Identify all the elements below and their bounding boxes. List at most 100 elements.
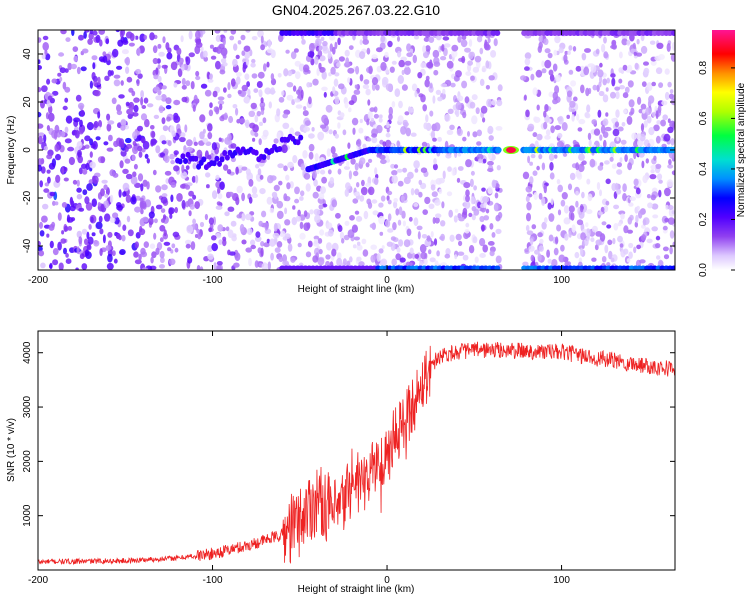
spectrogram-cell [479, 78, 485, 86]
spectrogram-cell [173, 150, 179, 156]
spectrogram-cell [308, 143, 315, 152]
spectrogram-cell [367, 201, 373, 209]
spectrogram-cell [229, 35, 235, 41]
spectrogram-cell [646, 238, 653, 244]
spectrogram-cell [626, 258, 631, 263]
spectrogram-cell [276, 210, 284, 220]
spectrogram-cell [250, 239, 256, 246]
spectrogram-cell [557, 184, 563, 193]
spectrogram-cell [217, 96, 225, 101]
spectrogram-cell [649, 174, 657, 180]
spectrogram-cell [567, 50, 571, 55]
spectrogram-cell [284, 207, 288, 215]
spectrogram-cell [358, 261, 365, 267]
spectrogram-cell [525, 109, 530, 118]
spectrogram-cell [671, 210, 675, 215]
spectrogram-cell [286, 94, 294, 101]
spectrogram-cell [327, 169, 332, 175]
spectrogram-cell [355, 215, 363, 222]
spectrogram-cell [655, 163, 662, 169]
spectrogram-cell [583, 66, 590, 76]
spectrogram-cell [348, 100, 355, 106]
spectrogram-cell [106, 147, 114, 152]
spectrogram-cell [581, 191, 585, 199]
spectrogram-cell [283, 165, 288, 172]
spectrogram-cell [223, 112, 228, 121]
snr-ylabel: SNR (10 * v/v) [6, 418, 17, 482]
spectrogram-cell [354, 84, 358, 89]
colorbar-gradient [712, 30, 735, 270]
spectrogram-cell [112, 212, 119, 219]
spectrogram-cell [151, 131, 156, 138]
spectrogram-cell [41, 85, 48, 93]
spectrogram-cell [322, 40, 328, 47]
spectrogram-cell [636, 205, 640, 211]
spectrogram-cell [341, 238, 345, 244]
spectrogram-cell [297, 242, 302, 248]
spectrogram-cell [166, 52, 173, 60]
spectrogram-cell [195, 174, 199, 184]
spectrogram-cell [260, 44, 265, 51]
spectrogram-cell [524, 66, 530, 71]
spectrogram-cell [153, 114, 160, 119]
spectrogram-cell [237, 40, 242, 45]
spectrogram-cell [591, 119, 597, 125]
spectrogram-cell [215, 107, 220, 115]
spectrogram-cell [550, 125, 555, 134]
spectrogram-cell [38, 123, 44, 129]
spectrogram-cell [637, 96, 642, 105]
spectrogram-cell [591, 225, 598, 233]
spectrogram-cell [245, 213, 252, 221]
spectrogram-cell [465, 195, 470, 203]
spectrogram-cell [151, 251, 157, 259]
spectrogram-cell [616, 188, 622, 195]
spectrogram-cell [73, 55, 78, 63]
spectrogram-cell [472, 131, 478, 138]
spectrogram-cell [171, 243, 176, 249]
spectrogram-cell [414, 168, 419, 173]
spectrogram-cell [669, 246, 673, 255]
spectrogram-cell [46, 169, 51, 174]
spectrogram-cell [473, 208, 480, 216]
spectrogram-cell [300, 190, 305, 197]
spectrogram-cell [602, 131, 609, 139]
spectrogram-cell [188, 190, 195, 197]
spectrogram-cell [54, 201, 59, 206]
spectrogram-cell [606, 224, 612, 229]
spectrogram-cell [494, 265, 501, 270]
spectrogram-cell [387, 228, 394, 233]
spectrogram-cell [658, 82, 664, 88]
spectrogram-cell [204, 89, 212, 97]
spectrogram-cell [260, 247, 264, 257]
spectrogram-cell [295, 71, 301, 80]
spectrogram-cell [217, 187, 221, 195]
spectrogram-cell [372, 210, 379, 216]
spectrogram-cell [398, 100, 403, 109]
spectrogram-cell [85, 162, 90, 171]
spectrogram-cell [579, 247, 584, 257]
spectrogram-cell [353, 89, 361, 95]
spectrogram-cell [38, 164, 42, 172]
spectrogram-cell [184, 184, 191, 190]
spectrogram-cell [111, 250, 116, 257]
spectrogram-cell [230, 143, 237, 149]
spectrogram-cell [446, 60, 454, 69]
spectrogram-cell [103, 141, 109, 146]
spectrogram-cell [434, 199, 441, 206]
spectrogram-cell [434, 260, 439, 268]
spectrogram-cell [170, 61, 178, 71]
spectrogram-cell [64, 68, 69, 73]
spectrogram-cell [207, 132, 213, 140]
spectrogram-cell [199, 114, 206, 123]
spectrogram-cell [209, 102, 213, 109]
spectrogram-cell [623, 248, 629, 255]
spectrogram-cell [387, 40, 393, 48]
spectrogram-cell [468, 212, 473, 218]
spectrogram-cell [604, 244, 609, 254]
spectrogram-cell [207, 123, 213, 132]
spectrogram-cell [585, 112, 591, 119]
spectrogram-cell [163, 241, 171, 246]
spectrogram-cell [527, 155, 531, 164]
spectrogram-cell [159, 264, 165, 269]
spectrogram-cell [129, 33, 135, 42]
